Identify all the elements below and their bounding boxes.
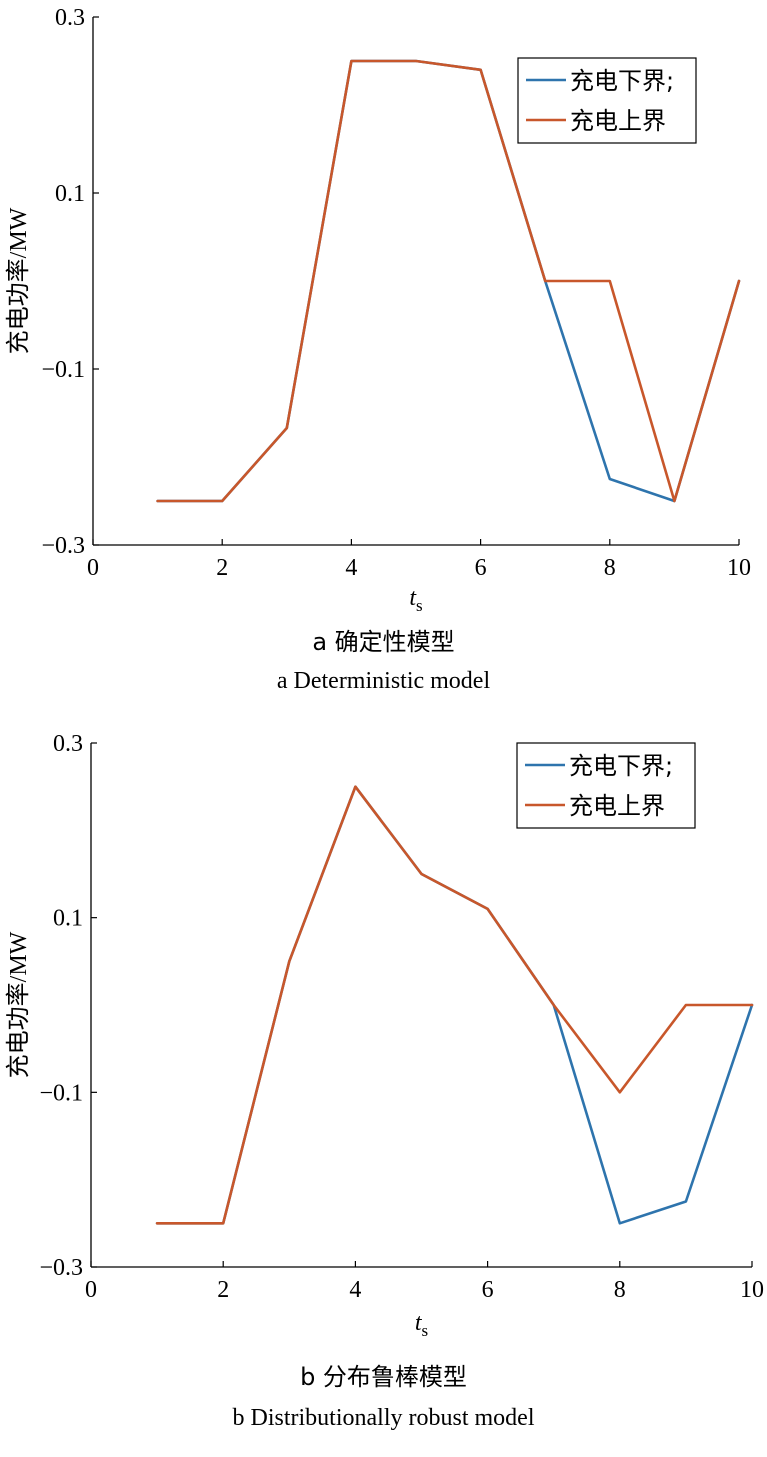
legend-box (517, 57, 697, 144)
x-tick-label: 0 (87, 555, 99, 581)
legend-box (516, 742, 696, 829)
x-tick-label: 10 (740, 1277, 764, 1303)
y-tick-label: 0.3 (55, 5, 85, 31)
legend-label-upper: 充电上界 (570, 107, 666, 135)
series-line-upper (156, 59, 741, 503)
x-tick-label: 0 (85, 1277, 97, 1303)
caption-b-cn: b 分布鲁棒模型 (300, 1363, 467, 1391)
x-tick-label: 6 (482, 1277, 494, 1303)
chart-a: 0 2 4 6 8 10 0.3 0.1 −0.1 −0.3 充电功率/MW ts 充电下界; 充电上界 (5, 5, 751, 615)
y-tick-label: −0.1 (41, 357, 85, 383)
chart-b: 0 2 4 6 8 10 0.3 0.1 −0.1 −0.3 充电功率/MW ts 充电下界; 充电上界 (5, 731, 764, 1340)
series-line-lower (155, 785, 754, 1225)
x-tick-label: 4 (345, 555, 357, 581)
x-tick-label: 2 (217, 1277, 229, 1303)
legend: 充电下界; 充电上界 (517, 57, 697, 144)
legend-label-lower: 充电下界; (570, 67, 674, 95)
legend: 充电下界; 充电上界 (516, 742, 696, 829)
y-tick-label: −0.1 (39, 1080, 83, 1106)
y-axis-label: 充电功率/MW (5, 207, 32, 354)
y-tick-label: 0.1 (53, 906, 83, 932)
y-tick-label: −0.3 (41, 533, 85, 559)
x-axis-label: ts (409, 585, 422, 615)
caption-a-cn: a 确定性模型 (312, 628, 455, 656)
y-tick-label: 0.1 (55, 181, 85, 207)
x-tick-label: 4 (349, 1277, 361, 1303)
legend-label-upper: 充电上界 (569, 792, 665, 820)
caption-a-en: a Deterministic model (276, 668, 491, 694)
caption-b-en: b Distributionally robust model (232, 1405, 535, 1431)
y-tick-label: −0.3 (39, 1255, 83, 1281)
x-tick-label: 10 (727, 555, 751, 581)
x-tick-label: 8 (614, 1277, 626, 1303)
series-line-upper (155, 785, 754, 1225)
y-tick-label: 0.3 (53, 731, 83, 757)
x-tick-label: 8 (604, 555, 616, 581)
legend-label-lower: 充电下界; (569, 752, 673, 780)
x-tick-label: 6 (475, 555, 487, 581)
x-tick-label: 2 (216, 555, 228, 581)
y-axis-label: 充电功率/MW (5, 931, 32, 1078)
x-axis-label: ts (415, 1310, 428, 1340)
